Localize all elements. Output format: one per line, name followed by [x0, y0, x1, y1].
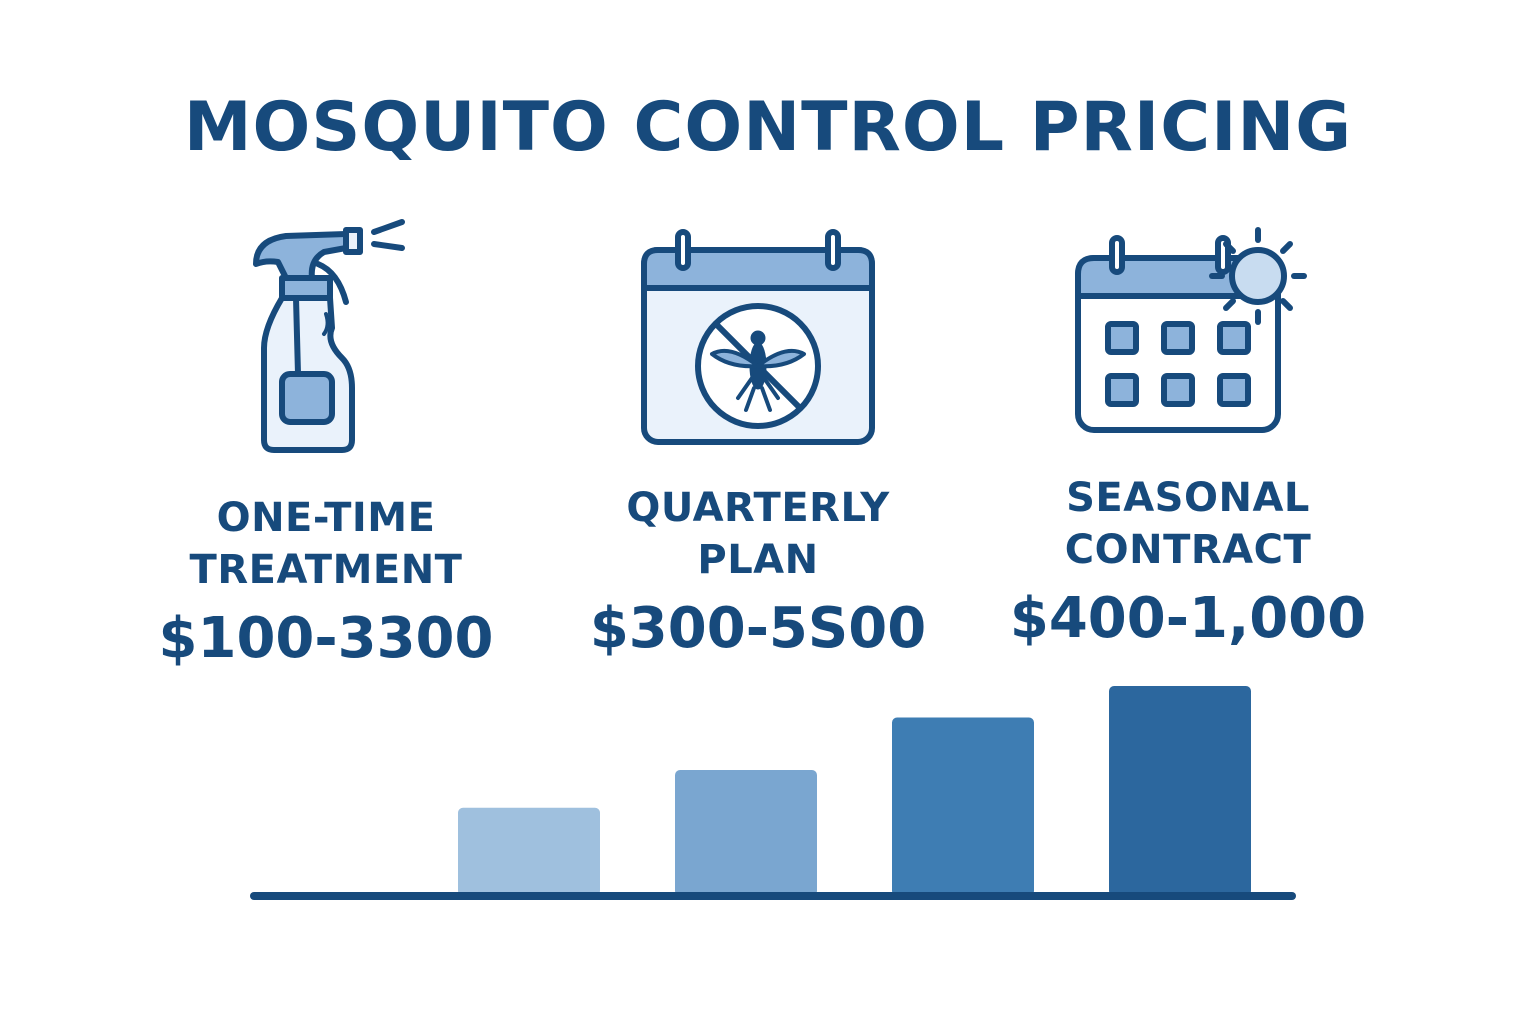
- plan-one-time: ONE-TIME TREATMENT $100-3300: [116, 218, 536, 671]
- page-title: MOSQUITO CONTROL PRICING: [183, 88, 1353, 167]
- chart-bar: [892, 717, 1034, 896]
- price-bar-chart: [250, 686, 1296, 900]
- calendar-sun-icon: [1075, 227, 1307, 433]
- chart-bar: [1109, 686, 1251, 896]
- chart-bar: [675, 770, 817, 896]
- plan-seasonal: SEASONAL CONTRACT $400-1,000: [978, 218, 1398, 651]
- plan-name: ONE-TIME TREATMENT: [189, 495, 463, 593]
- plan-quarterly: QUARTERLY PLAN $300-5S00: [548, 218, 968, 661]
- plan-name: QUARTERLY PLAN: [626, 485, 890, 583]
- spray-bottle-icon: [253, 219, 405, 453]
- plan-price: $300-5S00: [589, 596, 927, 661]
- plan-price: $100-3300: [158, 606, 494, 671]
- chart-bar: [458, 807, 600, 896]
- plan-name: SEASONAL CONTRACT: [1064, 475, 1312, 573]
- calendar-no-mosquito-icon: [641, 229, 875, 445]
- plan-price: $400-1,000: [1009, 586, 1367, 651]
